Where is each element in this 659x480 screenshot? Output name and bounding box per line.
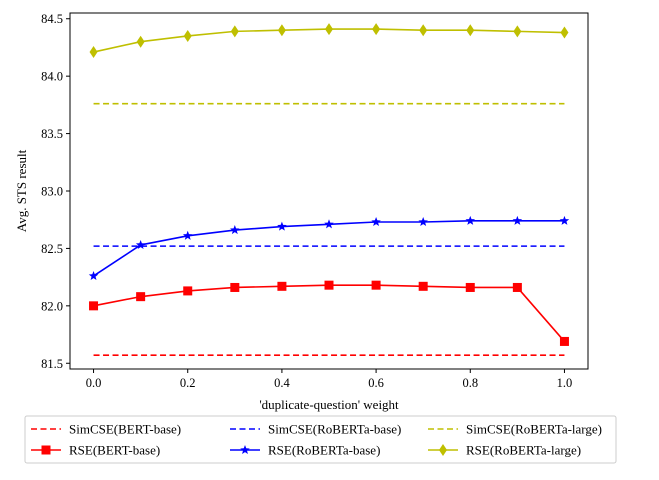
data-point [182,230,193,240]
legend-label: SimCSE(RoBERTa-base) [268,422,401,437]
data-point [277,281,287,291]
data-point [89,46,98,59]
data-point [230,282,240,292]
data-point [277,221,287,231]
data-point [183,29,192,42]
x-tick-label: 0.6 [368,376,384,390]
y-tick-label: 83.0 [41,185,63,199]
data-point [466,24,475,37]
y-tick-label: 83.5 [41,127,63,141]
data-point [324,280,334,290]
legend-label: RSE(RoBERTa-base) [268,443,380,458]
data-point [513,25,522,38]
data-point [135,239,146,250]
data-point [512,215,523,225]
y-axis: 81.5 82.0 82.5 83.0 83.5 84.0 84.5 [41,12,70,371]
x-axis: 0.0 0.2 0.4 0.6 0.8 1.0 [86,369,573,390]
y-tick-label: 84.5 [41,12,63,26]
x-tick-label: 1.0 [557,376,573,390]
legend-label: RSE(BERT-base) [69,443,160,458]
x-tick-label: 0.8 [462,376,478,390]
data-point [230,25,239,38]
data-point [325,23,333,36]
data-point [418,281,428,291]
data-point [277,24,286,37]
series-layer [88,23,570,357]
series-line-4 [93,220,565,277]
data-point [372,23,381,36]
legend-frame [24,415,617,464]
data-point [324,219,334,229]
data-point [419,24,428,37]
data-point [465,282,475,292]
data-point [88,270,99,281]
legend-swatch-marker [439,444,447,456]
data-point [89,301,99,311]
legend-label: SimCSE(BERT-base) [69,422,181,437]
legend: SimCSE(BERT-base) RSE(BERT-base) SimCSE(Ro… [24,415,617,464]
data-point [559,336,569,346]
data-point [371,280,381,290]
data-point [560,26,569,39]
legend-swatch-marker [240,445,250,455]
x-tick-label: 0.0 [86,376,102,390]
data-point [371,217,381,227]
legend-label: SimCSE(RoBERTa-large) [466,422,602,437]
legend-label: RSE(RoBERTa-large) [466,443,581,458]
data-point [559,215,570,225]
x-tick-label: 0.4 [274,376,290,390]
y-tick-label: 82.0 [41,299,63,313]
y-axis-label: Avg. STS result [14,149,29,232]
data-point [136,292,146,302]
data-point [465,215,476,225]
series-line-2 [93,284,566,342]
plot-frame [69,12,589,370]
x-tick-label: 0.2 [180,376,196,390]
y-tick-label: 82.5 [41,242,63,256]
legend-swatch-marker [41,445,51,455]
x-axis-label: 'duplicate-question' weight [259,397,399,412]
data-point [136,35,145,48]
data-point [183,286,193,296]
data-point [230,225,240,235]
y-tick-label: 81.5 [41,357,63,371]
data-point [418,217,428,227]
y-tick-label: 84.0 [41,70,63,84]
data-point [512,282,522,292]
